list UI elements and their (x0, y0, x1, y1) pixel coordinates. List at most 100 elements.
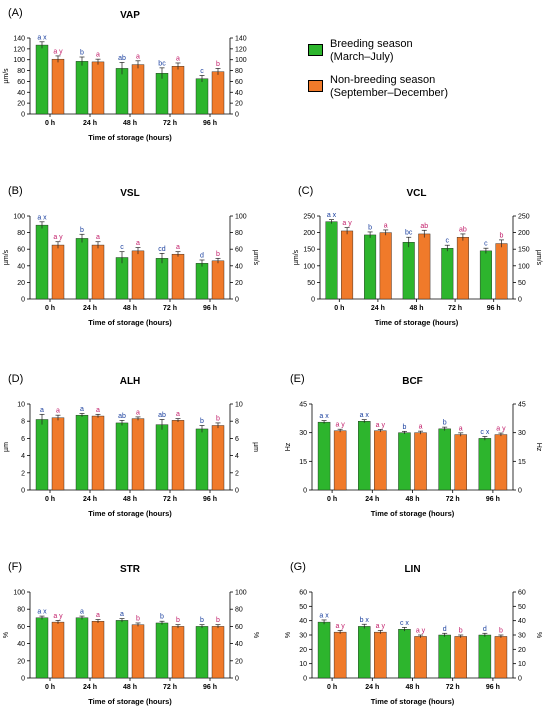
y-tick-label-right: 0 (518, 676, 522, 683)
significance-label: ab (118, 413, 126, 420)
significance-label: b (80, 50, 84, 57)
significance-label: bc (405, 230, 413, 237)
significance-label: d (200, 252, 204, 259)
bar-breeding (35, 224, 49, 300)
significance-label: a (96, 52, 100, 59)
x-tick-label: 24 h (371, 305, 385, 312)
y-tick-label-right: 20 (235, 280, 243, 287)
bar-nonbreeding (379, 232, 392, 300)
x-tick-label: 48 h (123, 305, 137, 312)
significance-label: a (176, 411, 180, 418)
legend-swatch-breeding (308, 44, 323, 56)
bar-nonbreeding (456, 237, 469, 300)
x-tick-label: 72 h (448, 305, 462, 312)
x-tick-label: 48 h (409, 305, 423, 312)
y-tick-label-left: 20 (17, 658, 25, 665)
x-axis-label: Time of storage (hours) (88, 318, 172, 327)
y-tick-label-left: 30 (299, 430, 307, 437)
chart-title: VAP (120, 10, 140, 21)
y-tick-label-left: 0 (21, 112, 25, 119)
significance-label: a (459, 425, 463, 432)
y-tick-label-left: 10 (17, 402, 25, 409)
y-tick-label-left: 4 (21, 453, 25, 460)
y-axis-label: µm/s (3, 68, 10, 84)
legend-nonbreeding-line2: (September–December) (330, 87, 448, 99)
bar-breeding (75, 617, 89, 679)
bar-nonbreeding (211, 626, 225, 679)
bar-nonbreeding (131, 250, 145, 300)
x-tick-label: 48 h (123, 120, 137, 127)
y-tick-label-left: 50 (299, 604, 307, 611)
y-tick-label-right: 0 (518, 297, 522, 304)
chart-panel-bcf: (E) BCF 0 0 15 15 30 30 45 45 Hz Hz 0 h a x a y 24 h a x… (285, 373, 542, 518)
bar-breeding (115, 257, 129, 300)
x-tick-label: 96 h (486, 684, 500, 691)
bar-nonbreeding (51, 417, 65, 491)
y-tick-label-left: 15 (299, 459, 307, 466)
y-axis-label: µm (3, 442, 10, 452)
y-tick-label-left: 0 (311, 297, 315, 304)
bar-nonbreeding (51, 621, 65, 679)
x-axis-label: Time of storage (hours) (371, 697, 455, 706)
x-axis-label: Time of storage (hours) (88, 133, 172, 142)
y-tick-label-right: 100 (235, 214, 247, 221)
y-tick-label-left: 80 (17, 607, 25, 614)
bar-nonbreeding (495, 243, 508, 300)
y-tick-label-right: 60 (235, 79, 243, 86)
significance-label: c x (400, 620, 409, 627)
significance-label: b (500, 232, 504, 239)
legend-swatch-nonbreeding (308, 80, 323, 92)
significance-label: b (216, 415, 220, 422)
x-tick-label: 72 h (163, 684, 177, 691)
y-tick-label-left: 120 (13, 46, 25, 53)
significance-label: a (136, 240, 140, 247)
bar-breeding (35, 617, 49, 679)
y-tick-label-right: 0 (235, 112, 239, 119)
y-tick-label-left: 100 (303, 263, 315, 270)
y-tick-label-left: 0 (21, 676, 25, 683)
y-tick-label-right: 30 (518, 430, 526, 437)
significance-label: a y (53, 234, 63, 241)
y-tick-label-left: 60 (17, 79, 25, 86)
bar-breeding (317, 621, 331, 679)
significance-label: b (216, 61, 220, 68)
bar-breeding (115, 68, 129, 115)
y-tick-label-left: 60 (17, 624, 25, 631)
significance-label: a (419, 424, 423, 431)
bar-nonbreeding (51, 244, 65, 300)
y-tick-label-right: 15 (518, 459, 526, 466)
bar-breeding (35, 44, 49, 115)
chart-title: ALH (120, 376, 141, 387)
significance-label: a y (53, 613, 63, 620)
chart-title: LIN (404, 564, 420, 575)
significance-label: ab (420, 223, 428, 230)
bar-breeding (398, 432, 411, 491)
bar-nonbreeding (91, 61, 105, 115)
y-axis-label-right: µm/s (535, 250, 542, 266)
bar-nonbreeding (171, 253, 185, 300)
y-tick-label-right: 40 (518, 618, 526, 625)
significance-label: c (200, 68, 204, 75)
y-tick-label-left: 60 (17, 247, 25, 254)
y-tick-label-left: 6 (21, 436, 25, 443)
panel-label: (A) (8, 7, 23, 19)
x-tick-label: 0 h (45, 684, 55, 691)
significance-label: a (96, 234, 100, 241)
y-tick-label-left: 0 (303, 488, 307, 495)
significance-label: b (176, 617, 180, 624)
significance-label: b (200, 617, 204, 624)
significance-label: a (80, 406, 84, 413)
bar-breeding (35, 419, 49, 491)
x-tick-label: 48 h (405, 684, 419, 691)
y-tick-label-left: 40 (299, 618, 307, 625)
significance-label: c (120, 244, 124, 251)
y-tick-label-right: 140 (235, 36, 247, 43)
significance-label: b (216, 617, 220, 624)
significance-label: a x (319, 413, 329, 420)
y-tick-label-right: 10 (235, 402, 243, 409)
significance-label: d (443, 626, 447, 633)
significance-label: b (499, 628, 503, 635)
significance-label: a x (319, 612, 329, 619)
